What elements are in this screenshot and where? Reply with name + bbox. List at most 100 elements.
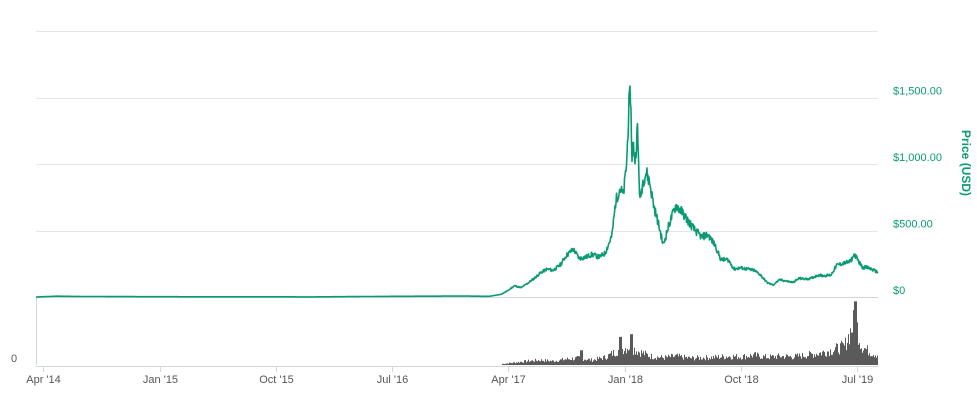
volume-bar <box>865 348 866 365</box>
volume-bar <box>575 357 576 365</box>
volume-bar <box>506 363 507 365</box>
volume-bar <box>622 349 623 365</box>
volume-bar <box>742 358 743 365</box>
volume-bar <box>722 354 723 365</box>
volume-bar <box>606 359 607 365</box>
y-tick-label: $1,000.00 <box>893 152 942 164</box>
volume-bar <box>706 354 707 365</box>
volume-bar <box>576 356 577 365</box>
volume-bar <box>795 353 796 365</box>
volume-bar <box>653 359 654 365</box>
volume-bar <box>728 356 729 365</box>
volume-bar <box>581 350 582 365</box>
volume-bar <box>794 357 795 365</box>
volume-bar <box>833 352 834 365</box>
volume-bar <box>510 362 511 365</box>
volume-bar <box>503 363 504 365</box>
volume-bar <box>861 348 862 365</box>
volume-bar <box>577 356 578 365</box>
volume-bar <box>663 358 664 365</box>
volume-bar <box>839 354 840 365</box>
volume-bar <box>872 356 873 365</box>
volume-bar <box>797 353 798 365</box>
volume-bar <box>549 361 550 365</box>
volume-bar <box>654 358 655 365</box>
volume-bar <box>866 349 867 365</box>
volume-bar <box>698 357 699 365</box>
volume-bar <box>668 354 669 365</box>
volume-bar <box>876 357 877 365</box>
volume-bar <box>732 359 733 365</box>
volume-bar <box>754 352 755 365</box>
volume-bar <box>650 359 651 365</box>
volume-bar <box>603 356 604 365</box>
volume-bar <box>812 353 813 365</box>
volume-bar <box>588 358 589 365</box>
volume-bar <box>640 356 641 365</box>
volume-bar <box>873 354 874 365</box>
volume-bar <box>798 356 799 365</box>
price-series <box>35 85 879 298</box>
volume-bar <box>770 354 771 365</box>
volume-bar <box>874 357 875 365</box>
volume-bar <box>708 360 709 365</box>
volume-bar <box>519 362 520 365</box>
volume-bar <box>538 360 539 365</box>
volume-bar <box>635 354 636 365</box>
volume-bar <box>739 358 740 365</box>
volume-bar <box>766 358 767 365</box>
volume-bar <box>651 353 652 365</box>
volume-bar <box>801 358 802 365</box>
volume-bar <box>632 334 633 365</box>
volume-bar <box>551 361 552 365</box>
volume-bar <box>641 350 642 365</box>
volume-bar <box>701 359 702 365</box>
volume-bar <box>868 355 869 365</box>
volume-bar <box>560 359 561 365</box>
volume-bar <box>595 359 596 365</box>
volume-bar <box>525 360 526 365</box>
volume-bar <box>601 358 602 365</box>
volume-bar <box>773 355 774 365</box>
volume-bar <box>541 359 542 365</box>
volume-bar <box>875 355 876 365</box>
volume-bar <box>631 334 632 365</box>
volume-bar <box>690 358 691 365</box>
volume-bar <box>731 359 732 365</box>
volume-bar <box>591 358 592 365</box>
volume-bar <box>616 355 617 365</box>
x-tick-label: Apr '17 <box>491 374 526 386</box>
volume-bar <box>855 301 856 365</box>
volume-bar <box>748 357 749 365</box>
volume-bar <box>704 358 705 365</box>
volume-bar <box>604 355 605 365</box>
volume-bar <box>556 360 557 365</box>
volume-bar <box>626 353 627 365</box>
volume-bar <box>554 362 555 365</box>
volume-bar <box>836 343 837 365</box>
volume-bar <box>857 322 858 365</box>
volume-bar <box>764 356 765 365</box>
volume-bar <box>557 361 558 365</box>
volume-bar <box>655 358 656 365</box>
volume-bar <box>553 360 554 365</box>
volume-bar <box>755 352 756 365</box>
volume-bar <box>725 358 726 365</box>
volume-bar <box>664 359 665 365</box>
volume-bar <box>837 343 838 365</box>
volume-bar <box>508 363 509 365</box>
volume-bar <box>597 356 598 365</box>
volume-bar <box>517 362 518 365</box>
volume-bar <box>824 352 825 365</box>
volume-bar <box>695 358 696 365</box>
y-tick-label: $1,500.00 <box>893 86 942 98</box>
volume-bar <box>516 362 517 365</box>
volume-bar <box>594 359 595 365</box>
volume-bar <box>670 357 671 365</box>
volume-bar <box>682 357 683 365</box>
volume-bar <box>539 360 540 365</box>
volume-bar <box>659 357 660 365</box>
x-tick-label: Jan '15 <box>143 374 178 386</box>
volume-bar <box>781 357 782 365</box>
volume-bar <box>864 348 865 365</box>
